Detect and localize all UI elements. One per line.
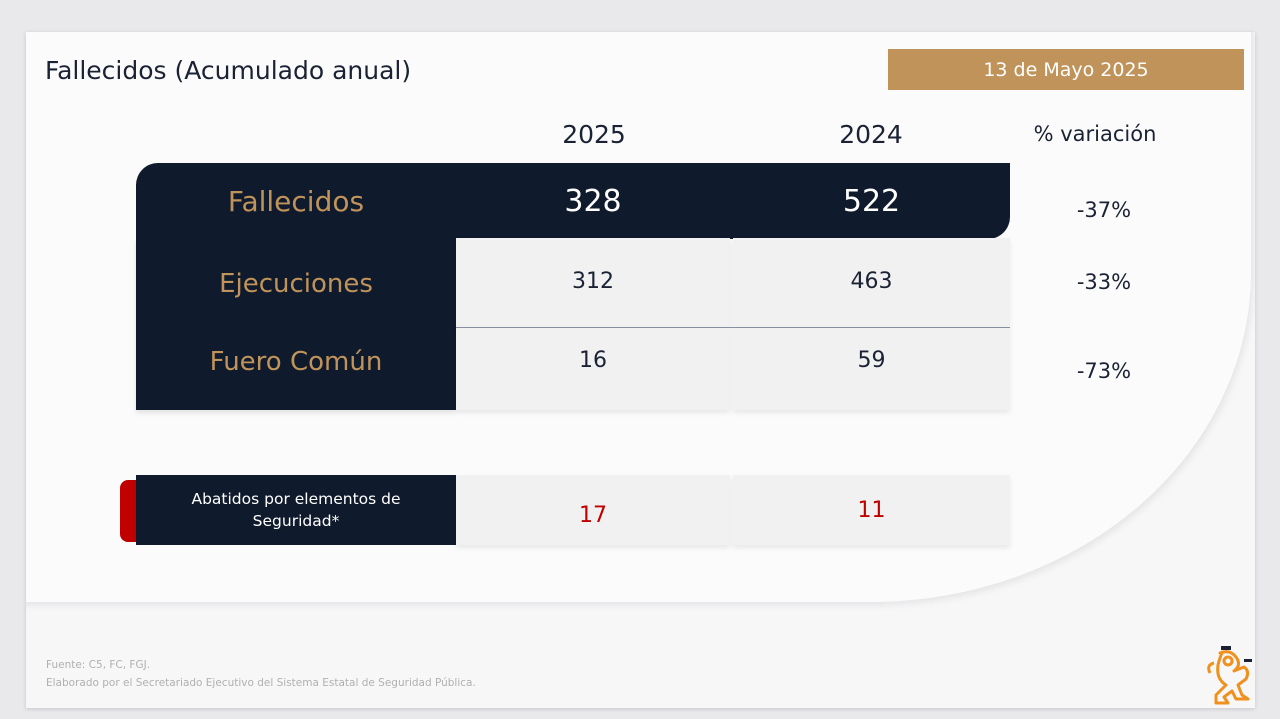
fuero-comun-2025: 16: [456, 328, 730, 410]
abatidos-2025: 17: [456, 475, 730, 545]
row-label-ejecuciones: Ejecuciones: [219, 269, 373, 299]
ejecuciones-2025: 312: [456, 238, 730, 328]
ejecuciones-variation: -33%: [1076, 270, 1132, 294]
abatidos-label: Abatidos por elementos de Seguridad*: [136, 475, 456, 545]
header-2024: 2024: [839, 120, 903, 149]
fuero-comun-2024: 59: [733, 328, 1010, 410]
fallecidos-2024: 522: [842, 183, 901, 219]
fallecidos-row: [136, 163, 1010, 239]
page-title: Fallecidos (Acumulado anual): [45, 56, 412, 85]
row-divider: [456, 327, 1010, 328]
lion-logo-icon: [1200, 643, 1260, 708]
date-badge: 13 de Mayo 2025: [888, 49, 1244, 90]
ejecuciones-2024: 463: [733, 238, 1010, 328]
header-variation: % variación: [1033, 122, 1157, 146]
fallecidos-variation: -37%: [1076, 198, 1132, 222]
label-column: [136, 238, 456, 410]
abatidos-2024: 11: [733, 475, 1010, 545]
header-2025: 2025: [562, 120, 626, 149]
footer-source: Fuente: C5, FC, FGJ.: [46, 659, 151, 671]
footer-credit: Elaborado por el Secretariado Ejecutivo …: [46, 677, 476, 689]
row-label-fuero-comun: Fuero Común: [209, 347, 383, 377]
row-label-fallecidos: Fallecidos: [227, 184, 365, 218]
fallecidos-2025: 328: [564, 183, 622, 219]
fuero-comun-variation: -73%: [1076, 359, 1132, 383]
